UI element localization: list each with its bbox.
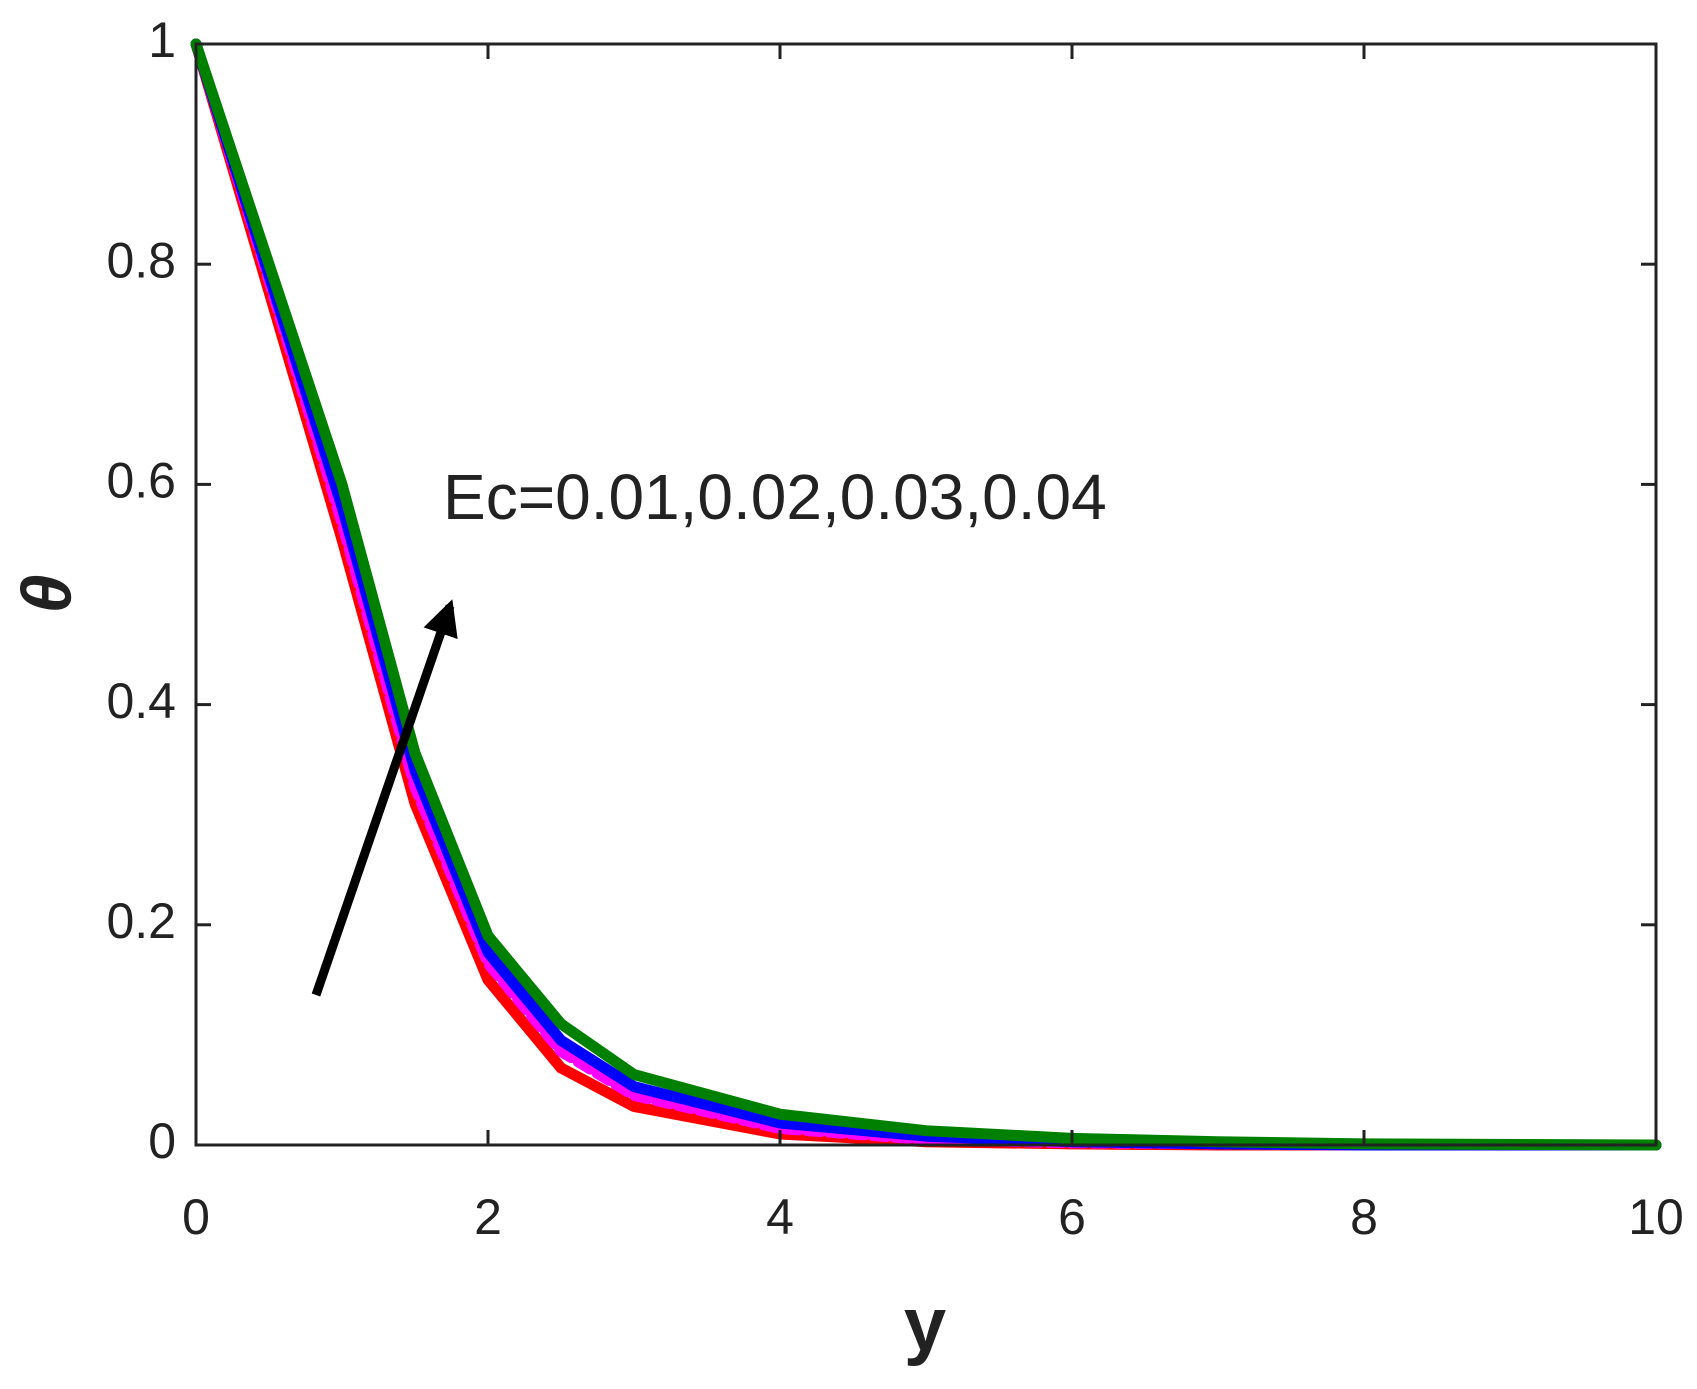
y-tick-label: 1 [148, 12, 176, 68]
x-tick-label: 8 [1350, 1189, 1378, 1245]
series-line [190, 38, 1662, 1151]
y-tick-label: 0.4 [106, 673, 176, 729]
series-line [190, 38, 1662, 1151]
y-tick-label: 0.8 [106, 232, 176, 288]
y-tick-label: 0 [148, 1113, 176, 1169]
x-axis-label: y [904, 1282, 946, 1367]
annotation: Ec=0.01,0.02,0.03,0.04 [443, 461, 1107, 533]
x-tick-label: 10 [1628, 1189, 1684, 1245]
y-tick-label: 0.2 [106, 893, 176, 949]
y-tick-label: 0.6 [106, 453, 176, 509]
series-line [190, 38, 1662, 1151]
series-line [190, 38, 1662, 1151]
plot-area [190, 38, 1662, 1151]
x-tick-label: 2 [474, 1189, 502, 1245]
x-tick-label: 0 [182, 1189, 210, 1245]
x-tick-label: 4 [766, 1189, 794, 1245]
y-axis-label: θ [7, 574, 85, 613]
x-tick-label: 6 [1058, 1189, 1086, 1245]
annotation-arrow [311, 599, 458, 997]
axes-box [194, 42, 1658, 1147]
